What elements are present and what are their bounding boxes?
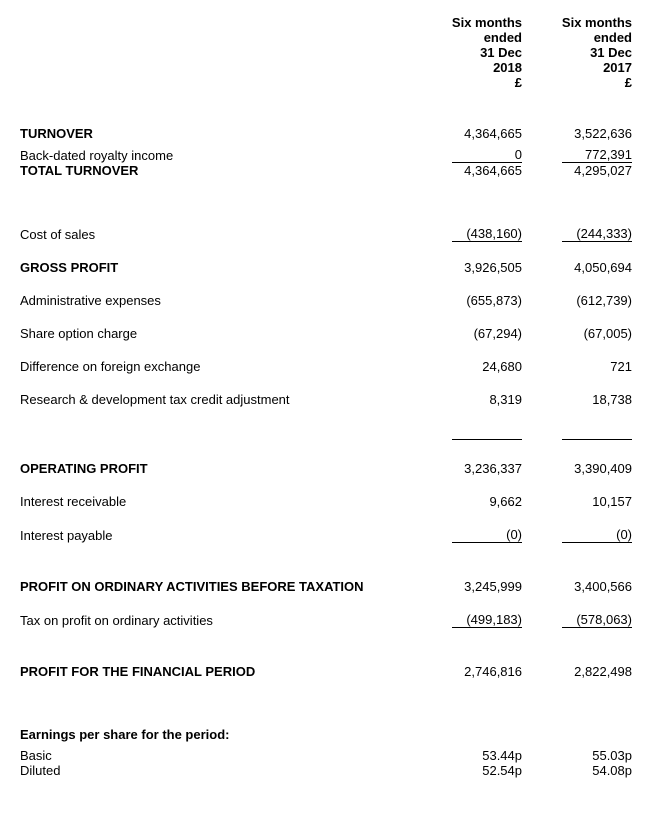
col2-header-line4: 2017 bbox=[522, 60, 632, 75]
total-turnover-c1: 4,364,665 bbox=[412, 163, 522, 178]
fx-c1: 24,680 bbox=[412, 359, 522, 374]
gross-label: GROSS PROFIT bbox=[20, 260, 412, 275]
total-turnover-label: TOTAL TURNOVER bbox=[20, 163, 412, 178]
backdated-c2: 772,391 bbox=[562, 147, 632, 163]
basic-c2: 55.03p bbox=[522, 748, 632, 763]
pfp-c1: 2,746,816 bbox=[412, 664, 522, 679]
intpay-c1: (0) bbox=[452, 527, 522, 543]
rd-label: Research & development tax credit adjust… bbox=[20, 392, 412, 407]
divider-icon bbox=[452, 425, 522, 440]
col1-header-line3: 31 Dec bbox=[412, 45, 522, 60]
cos-c2: (244,333) bbox=[562, 226, 632, 242]
op-label: OPERATING PROFIT bbox=[20, 461, 412, 476]
tax-c1: (499,183) bbox=[452, 612, 522, 628]
turnover-label: TURNOVER bbox=[20, 126, 412, 141]
fx-c2: 721 bbox=[522, 359, 632, 374]
row-share-option: Share option charge (67,294) (67,005) bbox=[20, 326, 632, 341]
tax-c2: (578,063) bbox=[562, 612, 632, 628]
col2-header-line5: £ bbox=[522, 75, 632, 90]
gross-c2: 4,050,694 bbox=[522, 260, 632, 275]
backdated-label: Back-dated royalty income bbox=[20, 147, 412, 163]
share-c1: (67,294) bbox=[412, 326, 522, 341]
gross-c1: 3,926,505 bbox=[412, 260, 522, 275]
cos-label: Cost of sales bbox=[20, 226, 412, 242]
tax-label: Tax on profit on ordinary activities bbox=[20, 612, 412, 628]
row-gross-profit: GROSS PROFIT 3,926,505 4,050,694 bbox=[20, 260, 632, 275]
col2-header-line1: Six months bbox=[522, 15, 632, 30]
income-statement-table: Six months Six months ended ended 31 Dec… bbox=[20, 15, 632, 778]
pfp-c2: 2,822,498 bbox=[522, 664, 632, 679]
row-profit-before-tax: PROFIT ON ORDINARY ACTIVITIES BEFORE TAX… bbox=[20, 579, 632, 594]
col2-header-line2: ended bbox=[522, 30, 632, 45]
basic-label: Basic bbox=[20, 748, 412, 763]
row-fx: Difference on foreign exchange 24,680 72… bbox=[20, 359, 632, 374]
rd-c2: 18,738 bbox=[522, 392, 632, 407]
admin-label: Administrative expenses bbox=[20, 293, 412, 308]
row-eps-basic: Basic 53.44p 55.03p bbox=[20, 748, 632, 763]
col1-header-line1: Six months bbox=[412, 15, 522, 30]
fx-label: Difference on foreign exchange bbox=[20, 359, 412, 374]
intrec-c2: 10,157 bbox=[522, 494, 632, 509]
intpay-label: Interest payable bbox=[20, 527, 412, 543]
row-rd-tax: Research & development tax credit adjust… bbox=[20, 392, 632, 407]
diluted-c2: 54.08p bbox=[522, 763, 632, 778]
pbt-c2: 3,400,566 bbox=[522, 579, 632, 594]
rd-c1: 8,319 bbox=[412, 392, 522, 407]
row-tax: Tax on profit on ordinary activities (49… bbox=[20, 612, 632, 628]
admin-c2: (612,739) bbox=[522, 293, 632, 308]
diluted-c1: 52.54p bbox=[412, 763, 522, 778]
divider-icon bbox=[562, 425, 632, 440]
col1-header-line5: £ bbox=[412, 75, 522, 90]
op-c2: 3,390,409 bbox=[522, 461, 632, 476]
row-turnover: TURNOVER 4,364,665 3,522,636 bbox=[20, 126, 632, 141]
share-label: Share option charge bbox=[20, 326, 412, 341]
turnover-c2: 3,522,636 bbox=[522, 126, 632, 141]
row-eps-heading: Earnings per share for the period: bbox=[20, 727, 632, 742]
row-interest-payable: Interest payable (0) (0) bbox=[20, 527, 632, 543]
intpay-c2: (0) bbox=[562, 527, 632, 543]
row-eps-diluted: Diluted 52.54p 54.08p bbox=[20, 763, 632, 778]
col2-header-line3: 31 Dec bbox=[522, 45, 632, 60]
col1-header-line4: 2018 bbox=[412, 60, 522, 75]
total-turnover-c2: 4,295,027 bbox=[522, 163, 632, 178]
intrec-label: Interest receivable bbox=[20, 494, 412, 509]
row-profit-for-period: PROFIT FOR THE FINANCIAL PERIOD 2,746,81… bbox=[20, 664, 632, 679]
turnover-c1: 4,364,665 bbox=[412, 126, 522, 141]
op-c1: 3,236,337 bbox=[412, 461, 522, 476]
basic-c1: 53.44p bbox=[412, 748, 522, 763]
admin-c1: (655,873) bbox=[412, 293, 522, 308]
eps-label: Earnings per share for the period: bbox=[20, 727, 412, 742]
pbt-c1: 3,245,999 bbox=[412, 579, 522, 594]
pfp-label: PROFIT FOR THE FINANCIAL PERIOD bbox=[20, 664, 412, 679]
share-c2: (67,005) bbox=[522, 326, 632, 341]
row-cost-of-sales: Cost of sales (438,160) (244,333) bbox=[20, 226, 632, 242]
backdated-c1: 0 bbox=[452, 147, 522, 163]
row-interest-receivable: Interest receivable 9,662 10,157 bbox=[20, 494, 632, 509]
row-operating-profit: OPERATING PROFIT 3,236,337 3,390,409 bbox=[20, 461, 632, 476]
col1-header-line2: ended bbox=[412, 30, 522, 45]
row-admin-expenses: Administrative expenses (655,873) (612,7… bbox=[20, 293, 632, 308]
row-backdated: Back-dated royalty income 0 772,391 bbox=[20, 147, 632, 163]
cos-c1: (438,160) bbox=[452, 226, 522, 242]
diluted-label: Diluted bbox=[20, 763, 412, 778]
intrec-c1: 9,662 bbox=[412, 494, 522, 509]
row-total-turnover: TOTAL TURNOVER 4,364,665 4,295,027 bbox=[20, 163, 632, 178]
pbt-label: PROFIT ON ORDINARY ACTIVITIES BEFORE TAX… bbox=[20, 579, 412, 594]
